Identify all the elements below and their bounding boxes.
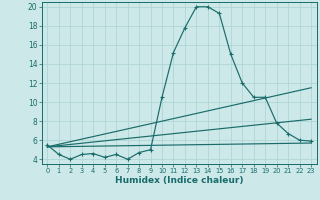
X-axis label: Humidex (Indice chaleur): Humidex (Indice chaleur)	[115, 176, 244, 185]
